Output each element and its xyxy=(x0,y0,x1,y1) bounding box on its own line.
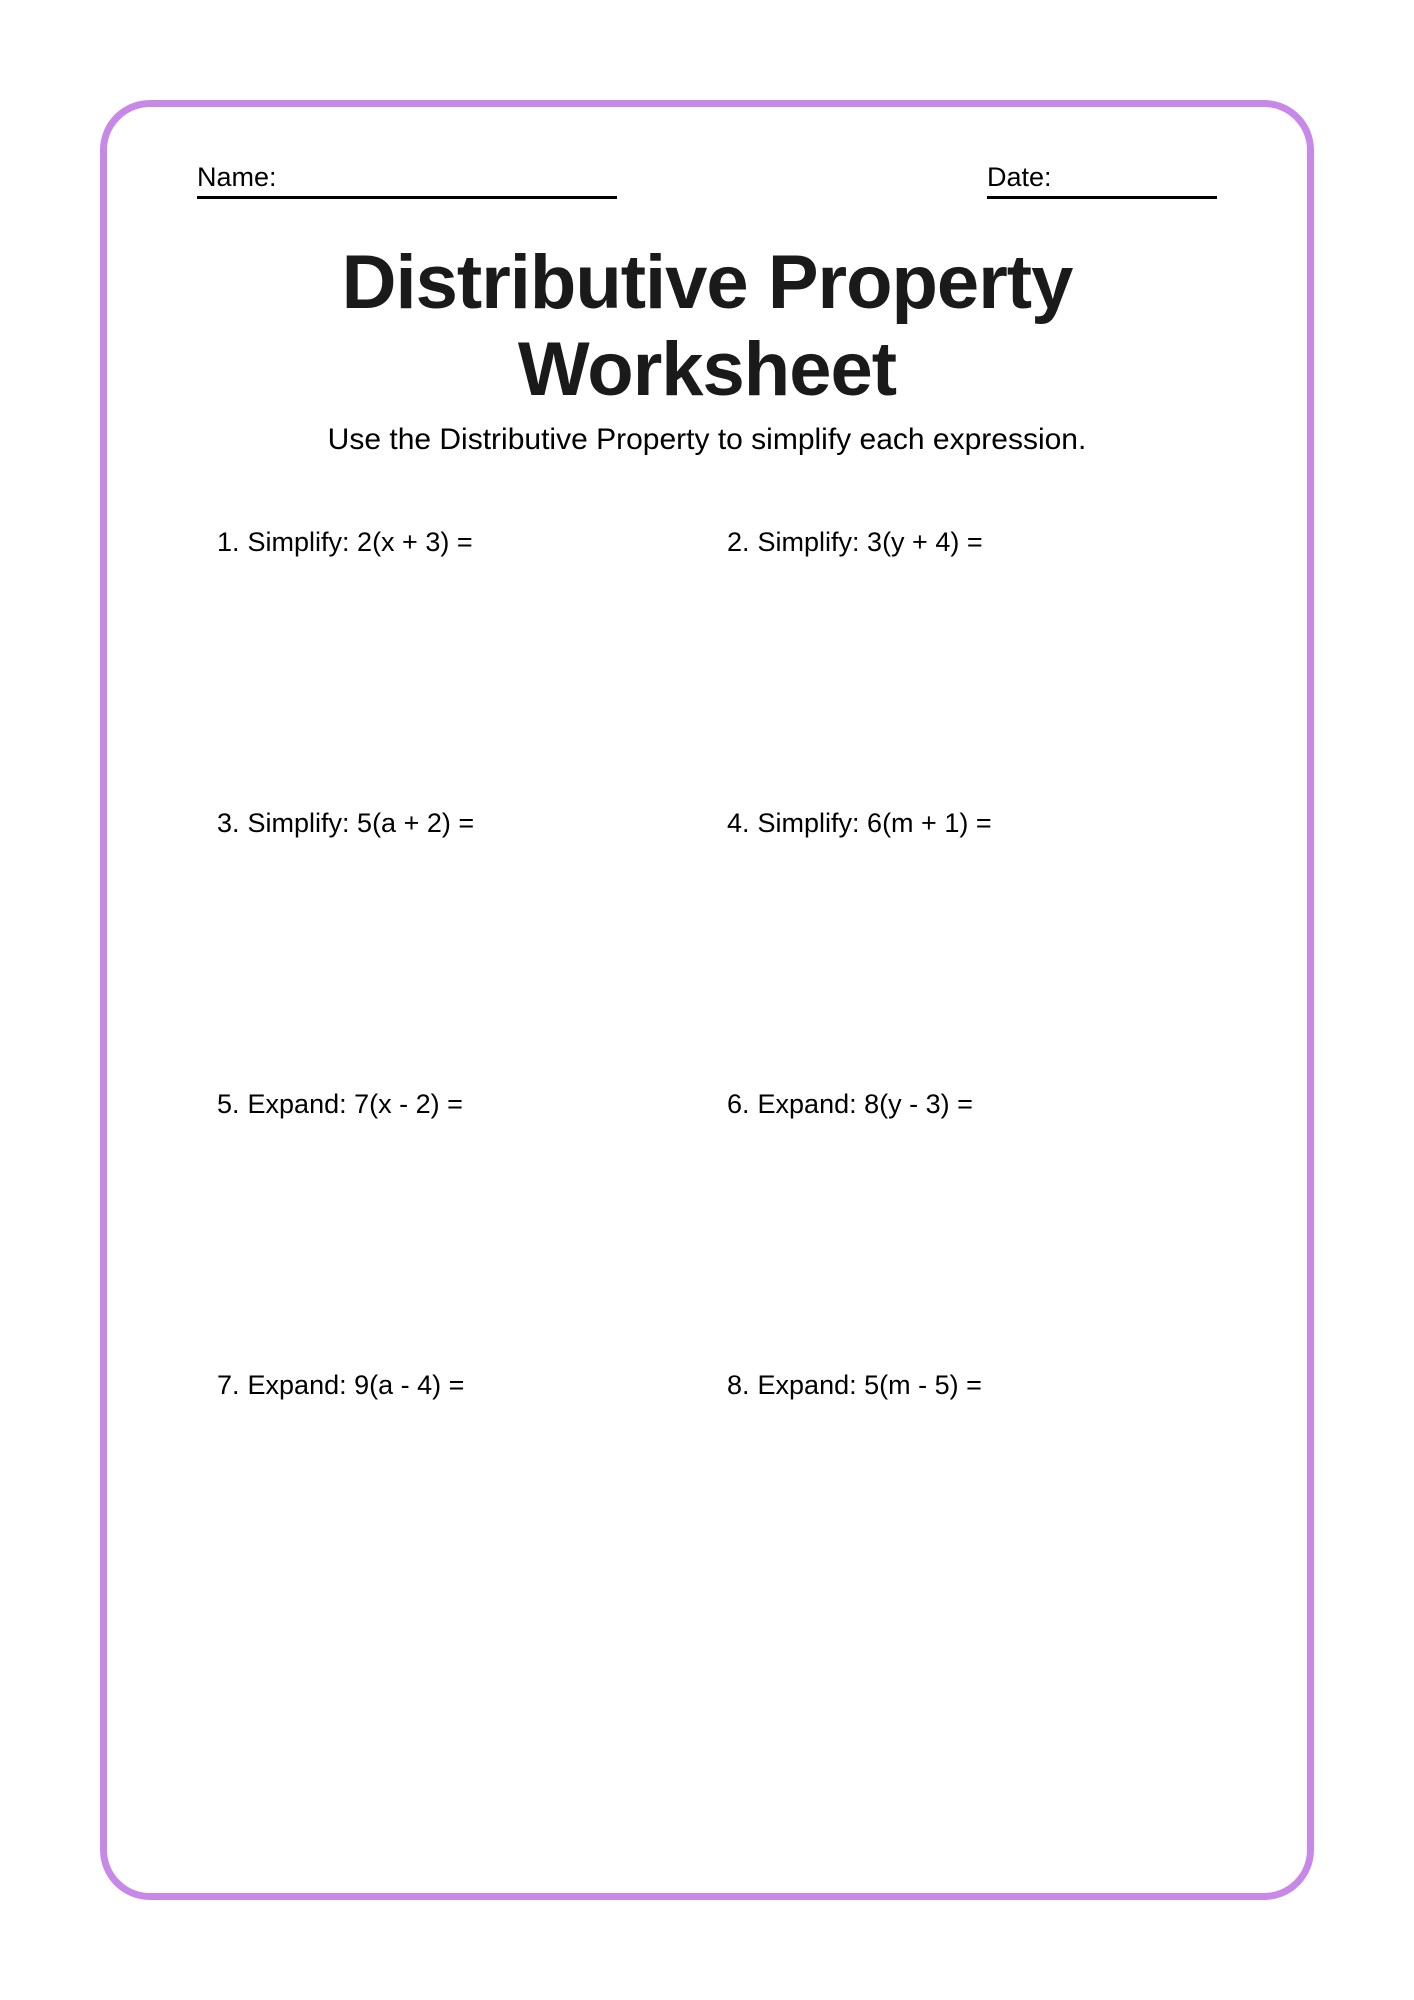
problem-number: 2. xyxy=(727,527,750,558)
instructions-text: Use the Distributive Property to simplif… xyxy=(197,423,1217,457)
problem-number: 7. xyxy=(217,1370,240,1401)
problem-number: 4. xyxy=(727,808,750,839)
problem-item: 2. Simplify: 3(y + 4) = xyxy=(727,527,1197,558)
date-label: Date: xyxy=(987,162,1052,193)
problem-text: Simplify: 5(a + 2) = xyxy=(248,808,475,839)
problem-text: Simplify: 2(x + 3) = xyxy=(248,527,473,558)
worksheet-frame: Name: Date: Distributive Property Worksh… xyxy=(100,100,1314,1900)
problem-text: Expand: 9(a - 4) = xyxy=(248,1370,465,1401)
problem-item: 4. Simplify: 6(m + 1) = xyxy=(727,808,1197,839)
problem-number: 5. xyxy=(217,1089,240,1120)
problem-item: 7. Expand: 9(a - 4) = xyxy=(217,1370,687,1401)
problem-text: Expand: 7(x - 2) = xyxy=(248,1089,463,1120)
problem-number: 8. xyxy=(727,1370,750,1401)
date-field[interactable]: Date: xyxy=(987,162,1217,199)
problem-number: 1. xyxy=(217,527,240,558)
problem-item: 6. Expand: 8(y - 3) = xyxy=(727,1089,1197,1120)
problem-text: Expand: 8(y - 3) = xyxy=(758,1089,973,1120)
problem-text: Expand: 5(m - 5) = xyxy=(758,1370,982,1401)
problem-text: Simplify: 6(m + 1) = xyxy=(758,808,992,839)
problem-number: 3. xyxy=(217,808,240,839)
problem-item: 3. Simplify: 5(a + 2) = xyxy=(217,808,687,839)
problem-number: 6. xyxy=(727,1089,750,1120)
worksheet-title: Distributive Property Worksheet xyxy=(197,239,1217,413)
problems-grid: 1. Simplify: 2(x + 3) = 2. Simplify: 3(y… xyxy=(197,527,1217,1401)
problem-item: 5. Expand: 7(x - 2) = xyxy=(217,1089,687,1120)
name-label: Name: xyxy=(197,162,277,193)
problem-item: 8. Expand: 5(m - 5) = xyxy=(727,1370,1197,1401)
problem-item: 1. Simplify: 2(x + 3) = xyxy=(217,527,687,558)
problem-text: Simplify: 3(y + 4) = xyxy=(758,527,983,558)
name-field[interactable]: Name: xyxy=(197,162,617,199)
header-fields: Name: Date: xyxy=(197,162,1217,199)
